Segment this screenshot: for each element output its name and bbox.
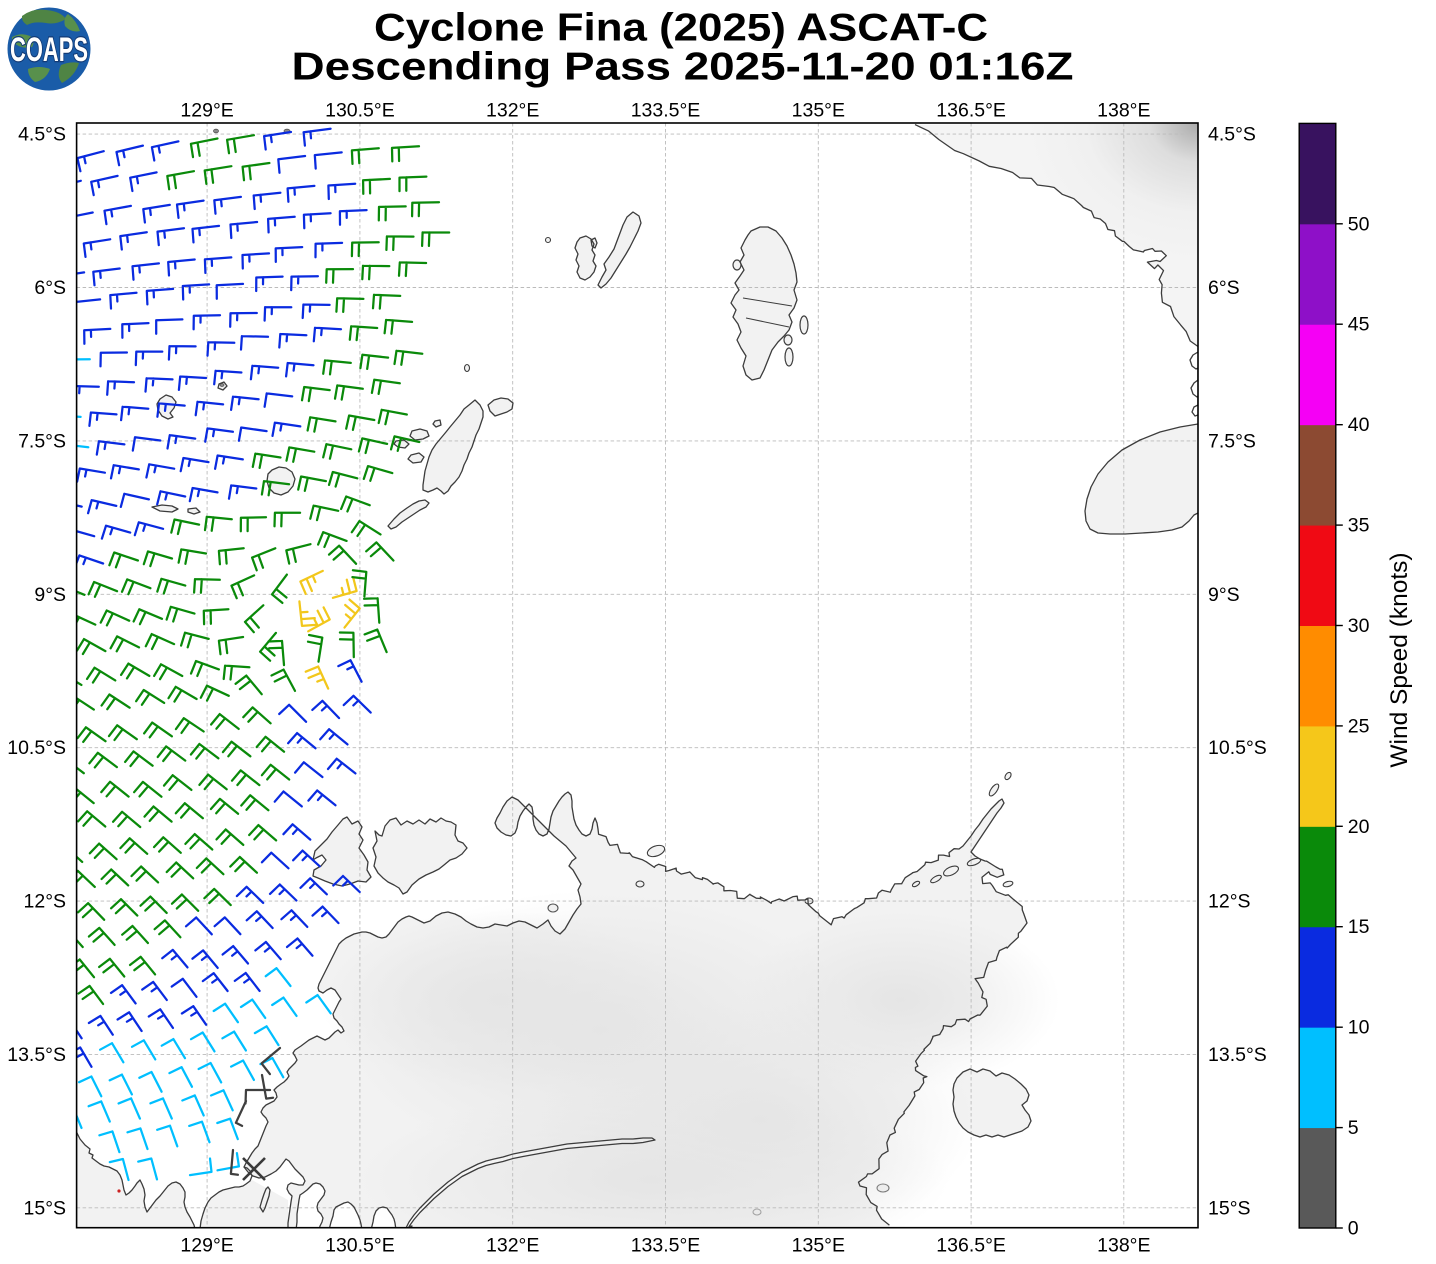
svg-text:133.5°E: 133.5°E xyxy=(631,1235,701,1257)
svg-text:136.5°E: 136.5°E xyxy=(936,1235,1006,1257)
svg-text:15°S: 15°S xyxy=(1208,1197,1251,1219)
svg-text:50: 50 xyxy=(1348,213,1370,235)
svg-text:138°E: 138°E xyxy=(1097,1235,1150,1257)
svg-text:133.5°E: 133.5°E xyxy=(631,100,701,122)
svg-text:15: 15 xyxy=(1348,916,1370,938)
svg-text:13.5°S: 13.5°S xyxy=(7,1044,66,1066)
svg-text:4.5°S: 4.5°S xyxy=(18,124,66,146)
svg-text:132°E: 132°E xyxy=(486,100,539,122)
svg-text:12°S: 12°S xyxy=(24,891,67,913)
svg-text:6°S: 6°S xyxy=(34,277,66,299)
svg-text:Descending Pass 2025-11-20 01:: Descending Pass 2025-11-20 01:16Z xyxy=(292,46,1074,89)
svg-text:13.5°S: 13.5°S xyxy=(1208,1044,1267,1066)
svg-text:130.5°E: 130.5°E xyxy=(325,1235,395,1257)
svg-text:9°S: 9°S xyxy=(34,584,66,606)
svg-text:4.5°S: 4.5°S xyxy=(1208,124,1256,146)
svg-text:0: 0 xyxy=(1348,1218,1359,1240)
svg-text:COAPS: COAPS xyxy=(10,31,88,69)
svg-text:10.5°S: 10.5°S xyxy=(7,737,66,759)
svg-text:7.5°S: 7.5°S xyxy=(1208,430,1256,452)
svg-text:7.5°S: 7.5°S xyxy=(18,430,66,452)
svg-text:10: 10 xyxy=(1348,1017,1370,1039)
svg-text:20: 20 xyxy=(1348,816,1370,838)
svg-text:135°E: 135°E xyxy=(792,100,845,122)
svg-text:12°S: 12°S xyxy=(1208,891,1251,913)
svg-text:10.5°S: 10.5°S xyxy=(1208,737,1267,759)
svg-text:129°E: 129°E xyxy=(180,1235,233,1257)
svg-text:30: 30 xyxy=(1348,615,1370,637)
svg-text:Wind Speed (knots): Wind Speed (knots) xyxy=(1386,552,1413,767)
svg-text:129°E: 129°E xyxy=(180,100,233,122)
svg-text:15°S: 15°S xyxy=(24,1197,67,1219)
svg-text:130.5°E: 130.5°E xyxy=(325,100,395,122)
svg-text:138°E: 138°E xyxy=(1097,100,1150,122)
svg-text:6°S: 6°S xyxy=(1208,277,1240,299)
svg-text:40: 40 xyxy=(1348,414,1370,436)
svg-text:9°S: 9°S xyxy=(1208,584,1240,606)
svg-text:Cyclone Fina (2025) ASCAT-C: Cyclone Fina (2025) ASCAT-C xyxy=(374,7,988,50)
svg-text:35: 35 xyxy=(1348,515,1370,537)
svg-text:136.5°E: 136.5°E xyxy=(936,100,1006,122)
svg-text:132°E: 132°E xyxy=(486,1235,539,1257)
svg-text:45: 45 xyxy=(1348,314,1370,336)
svg-text:25: 25 xyxy=(1348,715,1370,737)
svg-text:5: 5 xyxy=(1348,1117,1359,1139)
svg-text:135°E: 135°E xyxy=(792,1235,845,1257)
